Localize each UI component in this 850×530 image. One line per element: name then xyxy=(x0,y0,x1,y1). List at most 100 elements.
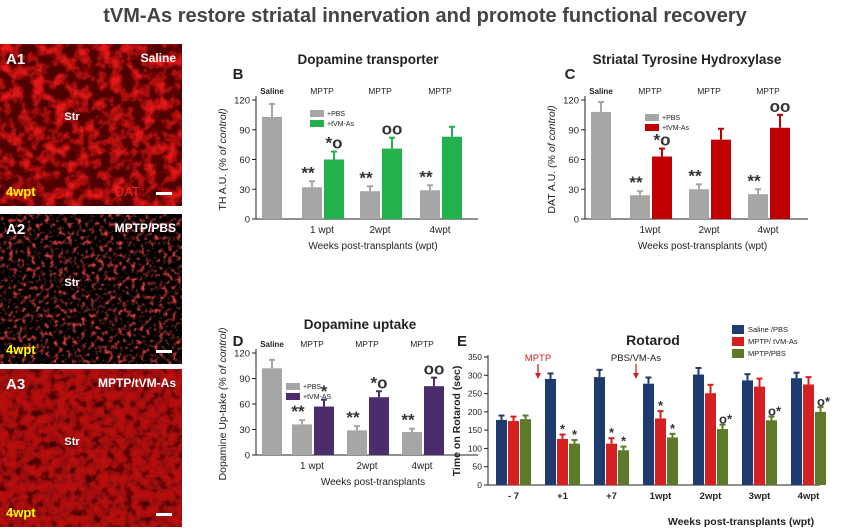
legend-label: +PBS xyxy=(662,115,680,122)
y-tick-label: 100 xyxy=(468,443,482,453)
event-marker-label: MPTP xyxy=(525,353,551,364)
bar xyxy=(360,191,380,219)
significance-marker: *o xyxy=(326,134,343,153)
y-tick-label: 150 xyxy=(468,425,482,435)
significance-marker: oo xyxy=(382,120,403,139)
significance-marker: oo xyxy=(424,360,445,379)
legend-swatch xyxy=(732,325,744,334)
y-tick-label: 250 xyxy=(468,389,482,399)
category-label: 3wpt xyxy=(749,491,771,502)
group-top-label: MPTP xyxy=(638,86,662,96)
y-tick-label: 0 xyxy=(574,215,579,226)
category-label: 1wpt xyxy=(650,491,672,502)
significance-marker: *o xyxy=(371,373,388,392)
bar xyxy=(520,419,531,485)
panel-label: C xyxy=(565,66,576,83)
legend-label: +PBS xyxy=(303,384,321,391)
y-axis-label: Dopamine Up-take (% of control) xyxy=(217,328,229,481)
y-tick-label: 90 xyxy=(239,374,250,385)
legend-swatch xyxy=(732,337,744,346)
legend-label: MPTP/PBS xyxy=(748,349,786,358)
bar xyxy=(545,378,556,485)
timepoint-label: 4wpt xyxy=(6,505,36,520)
bar xyxy=(770,127,790,219)
category-label: 2wpt xyxy=(698,225,719,236)
y-axis-label: TH A.U. (% of control) xyxy=(217,108,229,210)
panel-label: A1 xyxy=(6,51,25,68)
legend-swatch xyxy=(645,114,659,121)
bar xyxy=(711,139,731,219)
bar-saline xyxy=(262,368,282,455)
bar xyxy=(382,148,402,219)
bar xyxy=(803,384,814,485)
significance-marker: ** xyxy=(629,173,643,192)
bar xyxy=(689,189,709,219)
chart-striatal-th: Striatal Tyrosine Hydroxylase C 0 30 60 90 120… xyxy=(546,52,808,252)
saline-label: Saline xyxy=(260,87,284,96)
significance-marker: * xyxy=(609,425,615,440)
bar xyxy=(347,430,367,455)
bar xyxy=(420,190,440,219)
bar xyxy=(705,393,716,485)
bar xyxy=(618,450,629,485)
bar xyxy=(643,383,654,485)
legend-swatch xyxy=(286,393,300,400)
category-label: 2wpt xyxy=(369,225,390,236)
y-tick-label: 90 xyxy=(568,125,579,136)
panel-label: A3 xyxy=(6,376,25,393)
y-axis-label-unit: (% of control) xyxy=(546,105,558,167)
group-top-label: MPTP xyxy=(368,86,392,96)
category-label: +1 xyxy=(557,491,569,502)
panel-label: B xyxy=(233,66,244,83)
micrograph-a1 xyxy=(0,44,182,206)
chart-dopamine-uptake: Dopamine uptake D 0 30 60 90 120 Dopamine Up-ta… xyxy=(217,317,478,488)
category-label: - 7 xyxy=(508,491,519,502)
group-top-label: MPTP xyxy=(697,86,721,96)
bar xyxy=(754,386,765,485)
bar xyxy=(748,194,768,219)
category-label: 1 wpt xyxy=(300,461,324,472)
figure-title: tVM-As restore striatal innervation and … xyxy=(103,5,747,27)
y-tick-label: 120 xyxy=(234,96,250,107)
bar xyxy=(569,443,580,485)
bar xyxy=(655,418,666,485)
y-axis-label-unit: (% of control) xyxy=(217,328,229,390)
significance-marker: ** xyxy=(688,166,702,185)
bar-saline xyxy=(262,116,282,219)
y-tick-label: 0 xyxy=(245,215,250,226)
region-label: Str xyxy=(64,111,80,123)
y-tick-label: 30 xyxy=(239,425,250,436)
y-tick-label: 200 xyxy=(468,407,482,417)
y-axis-label: Time on Rotarod (sec) xyxy=(451,366,463,477)
chart-title: Dopamine transporter xyxy=(297,52,439,67)
panel-label: D xyxy=(233,333,244,350)
bar xyxy=(791,378,802,485)
x-axis-label: Weeks post-transplants (wpt) xyxy=(668,516,814,528)
y-tick-label: 120 xyxy=(234,349,250,360)
micrograph-a2 xyxy=(0,214,182,364)
category-label: 1 wpt xyxy=(310,225,334,236)
legend-swatch xyxy=(310,120,324,127)
y-tick-label: 0 xyxy=(477,480,482,490)
significance-marker: ** xyxy=(747,171,761,190)
region-label: Str xyxy=(64,436,80,448)
saline-label: Saline xyxy=(260,340,284,349)
significance-marker: * xyxy=(560,422,566,437)
bar xyxy=(508,421,519,485)
y-tick-label: 350 xyxy=(468,352,482,362)
y-tick-label: 60 xyxy=(239,155,250,166)
legend-swatch xyxy=(310,110,324,117)
group-top-label: MPTP xyxy=(310,86,334,96)
significance-marker: *o xyxy=(654,131,671,150)
bar xyxy=(742,380,753,485)
significance-marker: * xyxy=(658,398,664,413)
panel-label: E xyxy=(457,333,467,350)
bar xyxy=(557,438,568,485)
chart-title: Rotarod xyxy=(626,332,680,348)
significance-marker: ** xyxy=(401,411,415,430)
event-marker-arrowhead xyxy=(633,373,639,379)
legend-label: Saline /PBS xyxy=(748,325,788,334)
x-axis-label: Weeks post-transplants (wpt) xyxy=(638,241,767,252)
significance-marker: ** xyxy=(359,168,373,187)
